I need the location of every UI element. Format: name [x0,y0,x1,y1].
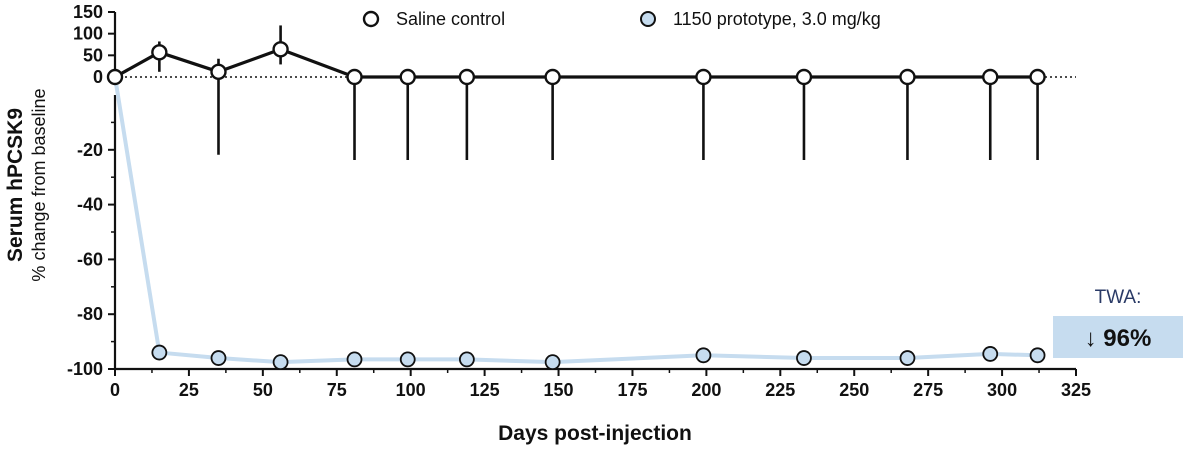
prototype-point [796,350,812,366]
prototype-point [399,351,416,368]
saline-point [899,68,916,86]
x-tick-label: 25 [179,380,199,400]
prototype-point [544,354,561,371]
prototype-point [272,354,289,371]
x-tick-label: 0 [110,380,120,400]
saline-point [346,68,363,86]
saline-line [114,47,1038,79]
saline-point [106,68,124,86]
legend-saline-marker [362,10,380,28]
prototype-point [899,350,916,366]
saline-point [544,68,561,86]
legend: Saline control 1150 prototype, 3.0 mg/kg [362,9,881,29]
prototype-series-line [113,76,1038,365]
x-tick-label: 275 [913,380,943,400]
y-tick-label-upper: 0 [93,67,103,87]
twa-box [1053,316,1183,358]
prototype-point [982,346,999,362]
prototype-point [458,351,475,368]
x-tick-label: 100 [396,380,426,400]
saline-point [210,63,227,81]
x-tick-label: 325 [1061,380,1091,400]
x-tick-label: 125 [470,380,500,400]
y-tick-label-upper: 150 [73,2,103,22]
y-tick-label-lower: -80 [77,304,103,324]
y-tick-label-upper: 100 [73,24,103,44]
tick-labels: 0 25 50 75 100 125 150 175 200 225 250 275 300 325 150… [67,2,1091,400]
legend-prototype-marker [640,11,656,27]
saline-point [151,44,168,61]
saline-point [695,68,712,86]
saline-point [795,68,813,86]
prototype-point [695,347,712,364]
y-tick-label-lower: -40 [77,195,103,215]
prototype-point [346,351,363,368]
legend-prototype-label: 1150 prototype, 3.0 mg/kg [673,9,881,29]
x-axis-title: Days post-injection [498,422,692,445]
twa-label: TWA: [1095,287,1142,308]
y-tick-label-lower: -20 [77,140,103,160]
prototype-point [210,350,227,366]
y-axis-subtitle: % change from baseline [29,88,49,281]
legend-saline-label: Saline control [396,9,505,29]
y-tick-label-lower: -100 [67,359,103,379]
saline-point [458,68,476,86]
saline-series-line [114,47,1038,79]
saline-point [982,68,999,86]
saline-points [106,41,1046,86]
x-tick-label: 225 [765,380,795,400]
x-tick-label: 300 [987,380,1017,400]
saline-point [399,68,416,86]
twa-value: ↓ 96% [1085,325,1152,352]
x-tick-label: 150 [544,380,574,400]
y-axis-title: Serum hPCSK9 [4,108,27,262]
x-tick-label: 250 [839,380,869,400]
prototype-point [151,344,168,361]
saline-point [272,41,289,58]
x-tick-label: 75 [327,380,347,400]
prototype-point [1029,347,1046,364]
x-tick-label: 200 [691,380,721,400]
x-tick-label: 175 [617,380,647,400]
y-tick-label-lower: -60 [77,249,103,269]
axes [108,11,1077,376]
saline-point [1029,68,1046,86]
x-tick-label: 50 [253,380,273,400]
prototype-line [113,76,1038,365]
y-tick-label-upper: 50 [83,45,103,65]
saline-error-bars [158,25,1039,160]
prototype-points [107,69,1046,371]
